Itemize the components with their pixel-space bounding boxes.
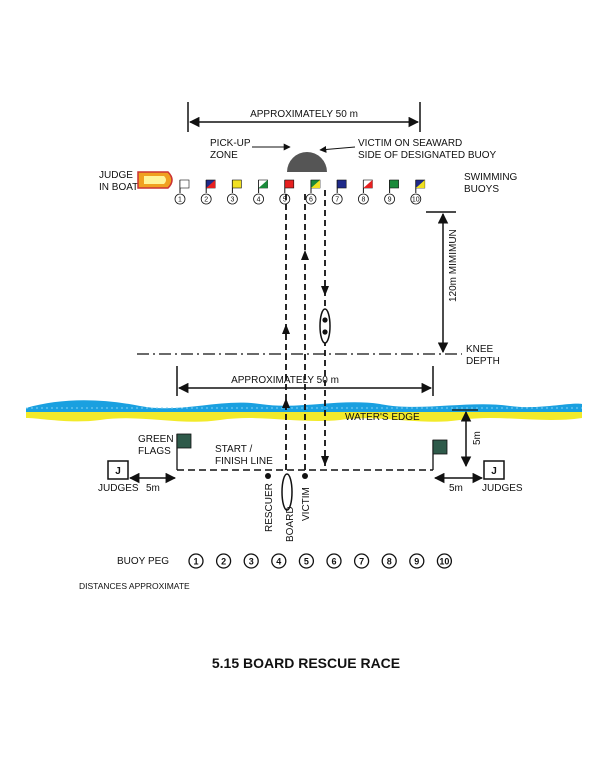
judge-box-right: J — [483, 460, 505, 480]
buoy-10: 10 — [410, 179, 426, 205]
buoy-peg-10: 10 — [436, 553, 453, 569]
buoy-peg-3: 3 — [243, 553, 259, 569]
peg-number: 3 — [249, 557, 254, 567]
buoy-peg-label: BUOY PEG — [117, 556, 169, 567]
five-m-left-label: 5m — [146, 483, 160, 494]
buoy-2: 2 — [200, 179, 216, 205]
judges-left-label: JUDGES — [98, 483, 139, 494]
buoy-number: 5 — [283, 197, 287, 204]
peg-number: 6 — [331, 557, 336, 567]
knee-depth-label-2: DEPTH — [466, 356, 500, 367]
mid-dimension: APPROXIMATELY 50 m — [176, 366, 434, 396]
right-gap-label: 5m — [472, 431, 483, 445]
pickup-zone-label-2: ZONE — [210, 150, 238, 161]
top-dimension-label: APPROXIMATELY 50 m — [250, 109, 358, 120]
victim-note-2: SIDE OF DESIGNATED BUOY — [358, 150, 496, 161]
buoy-peg-2: 2 — [215, 553, 232, 569]
victim-label: VICTIM — [301, 487, 312, 521]
rescue-board — [281, 473, 293, 511]
knee-depth-label-1: KNEE — [466, 344, 494, 355]
buoy-5: 5 — [279, 179, 295, 205]
boat-icon — [137, 171, 173, 189]
pickup-zone-dome — [287, 152, 327, 172]
buoy-peg-8: 8 — [381, 553, 397, 569]
buoy-1: 1 — [174, 179, 190, 205]
buoy-number: 1 — [178, 197, 182, 204]
green-flag-right — [432, 439, 448, 470]
buoy-number: 3 — [230, 197, 234, 204]
start-finish-label-2: FINISH LINE — [215, 456, 273, 467]
top-dimension: APPROXIMATELY 50 m — [187, 102, 421, 132]
start-finish-label-1: START / — [215, 444, 252, 455]
peg-number: 7 — [359, 557, 364, 567]
buoy-7: 7 — [331, 179, 347, 205]
rescuer-label: RESCUER — [264, 483, 275, 532]
buoy-peg-1: 1 — [188, 553, 204, 569]
buoy-3: 3 — [226, 179, 242, 205]
buoy-peg-7: 7 — [353, 553, 370, 569]
buoy-number: 8 — [361, 197, 365, 204]
rescuer-dot — [265, 473, 271, 479]
judge-box-left: J — [107, 460, 129, 480]
green-flags-label-1: GREEN — [138, 434, 174, 445]
judge-letter-right: J — [491, 466, 497, 477]
buoy-peg-6: 6 — [326, 553, 342, 569]
swimming-buoys: 1 2 3 4 5 6 7 8 9 10 — [174, 179, 426, 205]
judge-letter-left: J — [115, 466, 121, 477]
peg-number: 8 — [387, 557, 392, 567]
peg-number: 10 — [439, 557, 449, 567]
swimming-buoys-label-2: BUOYS — [464, 184, 499, 195]
pickup-zone-label-1: PICK-UP — [210, 138, 251, 149]
buoy-peg-4: 4 — [271, 553, 287, 569]
buoy-peg-9: 9 — [409, 553, 425, 569]
mid-dimension-label: APPROXIMATELY 50 m — [231, 375, 339, 386]
peg-number: 5 — [304, 557, 309, 567]
buoy-number: 10 — [412, 197, 420, 204]
min-distance-label: 120m MIMIMUN — [448, 229, 459, 302]
buoy-pegs: 1 2 3 4 5 6 7 8 9 10 — [188, 553, 453, 569]
board-with-victim — [319, 308, 331, 344]
waters-edge-label: WATER'S EDGE — [345, 412, 420, 423]
buoy-number: 9 — [388, 197, 392, 204]
victim-dot — [302, 473, 308, 479]
buoy-4: 4 — [253, 179, 268, 205]
min-distance-dimension: 120m MIMIMUN — [426, 211, 459, 354]
buoy-6: 6 — [305, 179, 321, 205]
peg-number: 4 — [276, 557, 281, 567]
buoy-peg-5: 5 — [298, 553, 315, 569]
peg-number: 1 — [193, 557, 198, 567]
buoy-number: 4 — [257, 197, 261, 204]
five-m-right-label: 5m — [449, 483, 463, 494]
board-label: BOARD — [285, 506, 296, 542]
buoy-number: 7 — [335, 197, 339, 204]
swimming-buoys-label-1: SWIMMING — [464, 172, 518, 183]
judge-in-boat-2: IN BOAT — [99, 182, 138, 193]
buoy-8: 8 — [357, 179, 373, 205]
diagram-title: 5.15 BOARD RESCUE RACE — [212, 655, 400, 671]
shoreline — [26, 400, 582, 422]
peg-number: 2 — [221, 557, 226, 567]
buoy-number: 2 — [204, 197, 208, 204]
judge-in-boat-1: JUDGE — [99, 170, 133, 181]
victim-note-1: VICTIM ON SEAWARD — [358, 138, 462, 149]
green-flag-left — [176, 433, 192, 470]
green-flags-label-2: FLAGS — [138, 446, 171, 457]
buoy-number: 6 — [309, 197, 313, 204]
buoy-9: 9 — [384, 179, 399, 205]
judges-right-label: JUDGES — [482, 483, 523, 494]
distances-note: DISTANCES APPROXIMATE — [79, 581, 190, 591]
right-gap-dimension: 5m — [452, 409, 483, 468]
peg-number: 9 — [414, 557, 419, 567]
